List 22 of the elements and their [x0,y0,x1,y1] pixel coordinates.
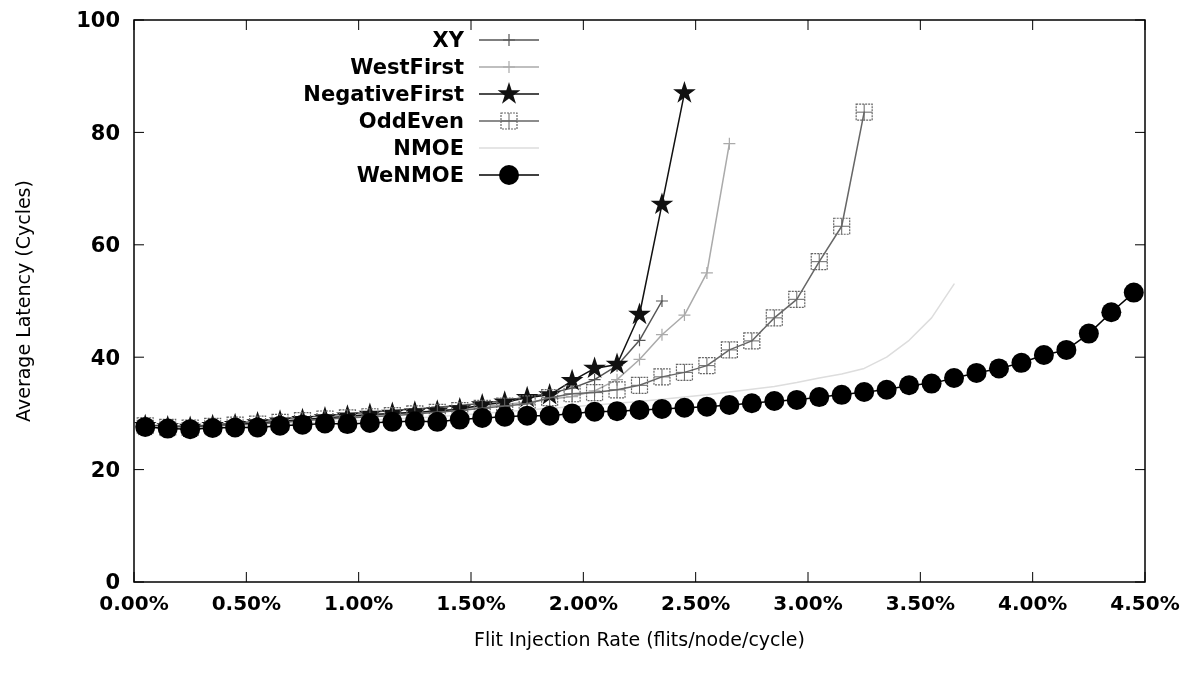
legend-label: OddEven [358,109,464,134]
x-tick-label: 4.00% [997,591,1068,615]
x-tick-label: 2.50% [660,591,731,615]
x-axis-title: Flit Injection Rate (flits/node/cycle) [474,628,805,650]
legend-label: WestFirst [350,55,464,80]
legend-label: NegativeFirst [303,82,464,107]
y-axis-title: Average Latency (Cycles) [12,180,34,422]
legend-label: XY [432,28,465,53]
x-tick-label: 2.00% [548,591,619,615]
x-tick-label: 3.50% [885,591,956,615]
y-tick-label: 20 [90,457,120,482]
y-tick-label: 60 [90,233,120,258]
y-tick-label: 100 [76,8,120,33]
x-tick-label: 1.50% [436,591,506,615]
y-tick-label: 80 [90,120,120,145]
legend-label: WeNMOE [356,163,464,188]
x-tick-label: 4.50% [1110,591,1180,615]
legend-label: NMOE [393,136,464,161]
x-tick-label: 0.50% [211,591,282,615]
x-tick-label: 3.00% [773,591,843,615]
y-tick-label: 40 [90,345,120,370]
x-tick-label: 1.00% [323,591,394,615]
